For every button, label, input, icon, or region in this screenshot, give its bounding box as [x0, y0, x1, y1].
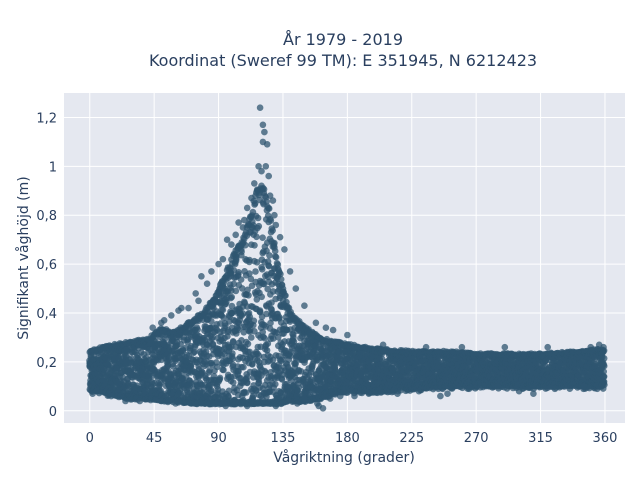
data-point [242, 242, 249, 249]
data-point [258, 294, 265, 301]
data-point [245, 292, 252, 299]
data-point [264, 347, 271, 354]
data-point [251, 242, 258, 249]
data-point [273, 254, 280, 261]
data-point [271, 240, 278, 247]
data-point [228, 294, 235, 301]
data-point [251, 318, 258, 325]
data-point [230, 338, 237, 345]
data-point [245, 341, 252, 348]
data-point [217, 375, 224, 382]
chart-title-line1: År 1979 - 2019 [283, 30, 403, 49]
data-point [275, 261, 282, 268]
data-point [278, 276, 285, 283]
data-point [248, 334, 255, 341]
data-point [261, 186, 268, 193]
data-point [261, 335, 268, 342]
data-point [229, 350, 236, 357]
data-point [259, 266, 266, 273]
data-point [255, 215, 262, 222]
data-point [233, 288, 240, 295]
data-point [238, 276, 245, 283]
data-point [266, 252, 273, 259]
data-point [259, 234, 266, 241]
data-point [272, 248, 279, 255]
data-point [282, 292, 289, 299]
data-point [220, 367, 227, 374]
chart-title-line2: Koordinat (Sweref 99 TM): E 351945, N 62… [149, 51, 537, 70]
data-point [266, 205, 273, 212]
data-point [272, 381, 279, 388]
data-point [255, 223, 262, 230]
data-point [240, 364, 247, 371]
data-point [194, 326, 201, 333]
data-point [252, 268, 259, 275]
data-point [253, 234, 260, 241]
